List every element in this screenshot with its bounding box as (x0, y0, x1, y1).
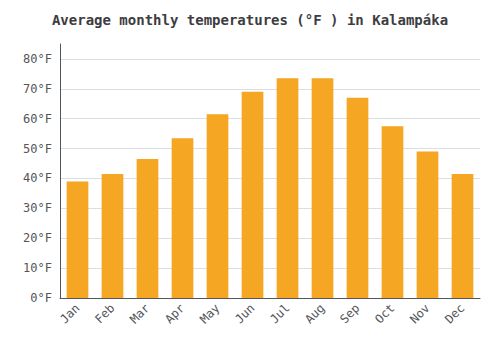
svg-text:40°F: 40°F (23, 171, 52, 185)
svg-text:10°F: 10°F (23, 261, 52, 275)
svg-text:80°F: 80°F (23, 52, 52, 66)
svg-text:20°F: 20°F (23, 231, 52, 245)
svg-text:60°F: 60°F (23, 112, 52, 126)
svg-text:Sep: Sep (337, 301, 362, 326)
svg-text:Average monthly temperatures (: Average monthly temperatures (°F ) in Ka… (52, 12, 448, 28)
svg-text:Apr: Apr (162, 301, 187, 326)
svg-text:Dec: Dec (442, 301, 467, 326)
svg-text:May: May (197, 301, 222, 326)
svg-text:30°F: 30°F (23, 201, 52, 215)
svg-text:Jun: Jun (232, 301, 257, 326)
svg-text:Jan: Jan (57, 301, 82, 326)
svg-text:50°F: 50°F (23, 142, 52, 156)
svg-text:Nov: Nov (407, 301, 432, 326)
svg-text:Jul: Jul (267, 301, 292, 326)
svg-text:Feb: Feb (92, 301, 117, 326)
svg-text:Mar: Mar (127, 301, 152, 326)
svg-text:Oct: Oct (372, 301, 397, 326)
svg-text:0°F: 0°F (30, 291, 52, 305)
svg-text:Aug: Aug (302, 301, 327, 326)
svg-text:70°F: 70°F (23, 82, 52, 96)
